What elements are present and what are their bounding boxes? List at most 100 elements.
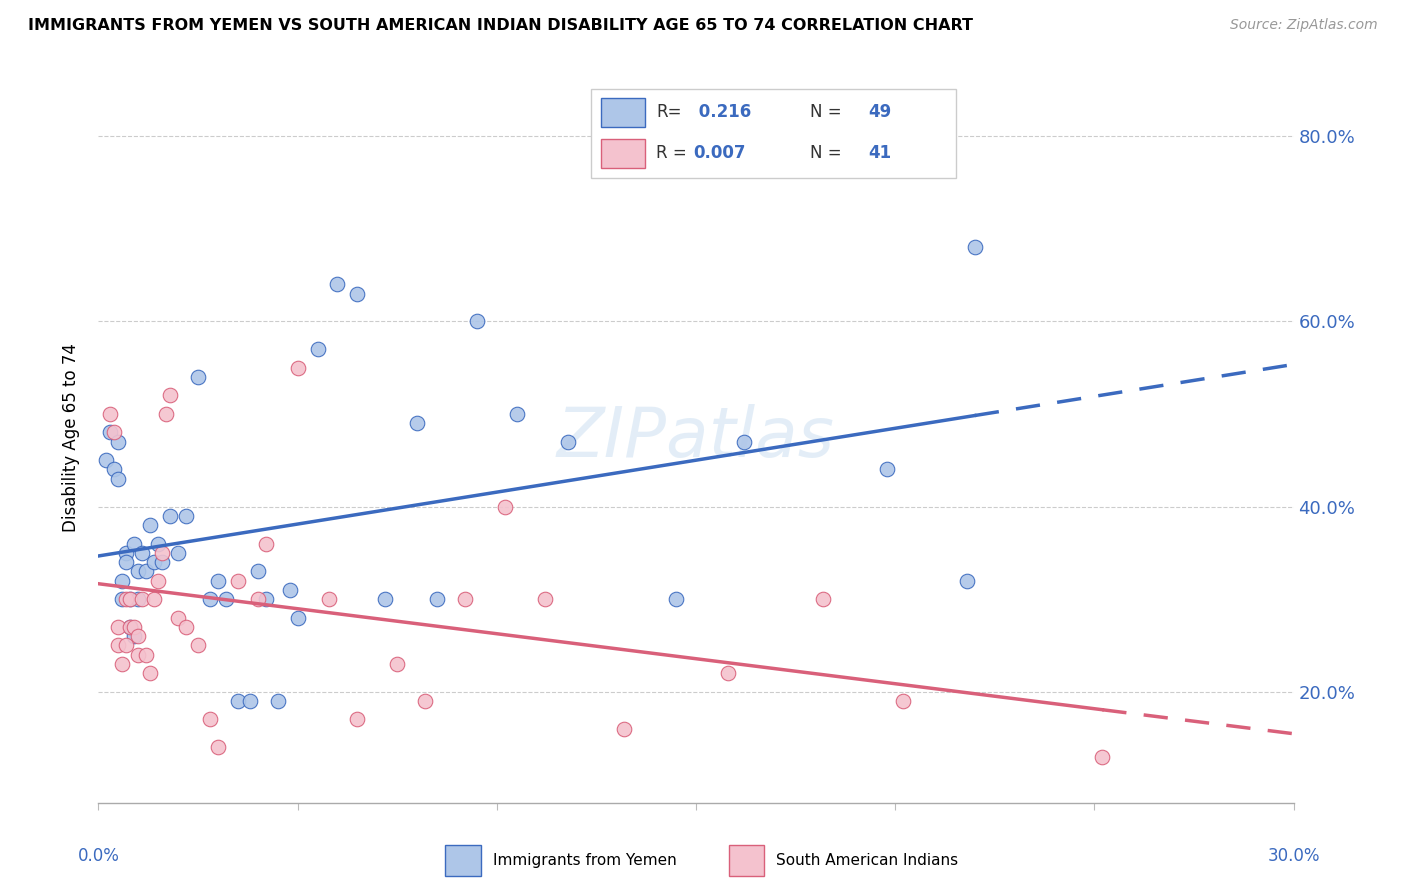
Point xyxy=(174,620,197,634)
Text: IMMIGRANTS FROM YEMEN VS SOUTH AMERICAN INDIAN DISABILITY AGE 65 TO 74 CORRELATI: IMMIGRANTS FROM YEMEN VS SOUTH AMERICAN … xyxy=(28,18,973,33)
Point xyxy=(120,620,142,634)
Point xyxy=(120,592,142,607)
Text: N =: N = xyxy=(810,145,841,162)
Text: 49: 49 xyxy=(869,103,891,121)
Point xyxy=(103,425,125,440)
Point xyxy=(120,620,142,634)
Point xyxy=(115,546,138,560)
Point xyxy=(127,629,149,643)
Point xyxy=(198,713,221,727)
Point xyxy=(139,518,162,533)
Point xyxy=(254,536,277,550)
Point xyxy=(891,694,914,708)
Point xyxy=(326,277,349,292)
Point xyxy=(187,639,209,653)
Point xyxy=(813,592,835,607)
Point xyxy=(318,592,340,607)
Point xyxy=(346,713,368,727)
Point xyxy=(111,574,134,588)
Point xyxy=(167,610,190,624)
Text: 0.0%: 0.0% xyxy=(77,847,120,864)
Text: ZIPatlas: ZIPatlas xyxy=(557,403,835,471)
Point xyxy=(307,342,329,356)
Point xyxy=(107,639,129,653)
Point xyxy=(557,434,579,449)
Point xyxy=(115,555,138,569)
Point xyxy=(107,472,129,486)
Point xyxy=(426,592,449,607)
Point xyxy=(215,592,238,607)
Point xyxy=(139,666,162,681)
Point xyxy=(198,592,221,607)
Text: R =: R = xyxy=(657,145,688,162)
Point xyxy=(135,565,157,579)
Point xyxy=(124,620,146,634)
Point xyxy=(167,546,190,560)
Point xyxy=(613,722,636,736)
Point xyxy=(717,666,740,681)
Point xyxy=(150,555,173,569)
Point xyxy=(159,508,181,523)
Point xyxy=(143,592,166,607)
Point xyxy=(174,508,197,523)
Point xyxy=(374,592,396,607)
Point xyxy=(155,407,177,421)
Point xyxy=(115,639,138,653)
Text: 30.0%: 30.0% xyxy=(1267,847,1320,864)
Point xyxy=(131,546,153,560)
Point xyxy=(963,240,986,254)
FancyBboxPatch shape xyxy=(602,98,645,127)
Point xyxy=(267,694,290,708)
Point xyxy=(127,648,149,662)
Point xyxy=(98,425,122,440)
Point xyxy=(143,555,166,569)
Point xyxy=(103,462,125,476)
Point xyxy=(533,592,555,607)
Y-axis label: Disability Age 65 to 74: Disability Age 65 to 74 xyxy=(62,343,80,532)
Point xyxy=(385,657,409,671)
Point xyxy=(159,388,181,402)
Point xyxy=(150,546,173,560)
Point xyxy=(135,648,157,662)
Point xyxy=(207,574,229,588)
Point xyxy=(127,592,149,607)
Text: 0.007: 0.007 xyxy=(693,145,745,162)
Text: Source: ZipAtlas.com: Source: ZipAtlas.com xyxy=(1230,18,1378,32)
Point xyxy=(346,286,368,301)
Point xyxy=(111,657,134,671)
Point xyxy=(413,694,436,708)
Point xyxy=(465,314,488,328)
Point xyxy=(454,592,477,607)
Point xyxy=(148,574,170,588)
Point xyxy=(278,582,301,597)
Point xyxy=(124,629,146,643)
Point xyxy=(506,407,529,421)
Text: N =: N = xyxy=(810,103,841,121)
Point xyxy=(115,592,138,607)
FancyBboxPatch shape xyxy=(602,139,645,168)
Point xyxy=(96,453,118,467)
FancyBboxPatch shape xyxy=(591,89,956,178)
Point xyxy=(131,592,153,607)
FancyBboxPatch shape xyxy=(446,846,481,876)
Point xyxy=(127,565,149,579)
Text: 0.216: 0.216 xyxy=(693,103,751,121)
Text: Immigrants from Yemen: Immigrants from Yemen xyxy=(492,854,676,868)
Point xyxy=(246,592,269,607)
Point xyxy=(494,500,516,514)
Point xyxy=(665,592,688,607)
Point xyxy=(226,694,249,708)
Point xyxy=(120,592,142,607)
Point xyxy=(107,434,129,449)
Point xyxy=(287,610,309,624)
Point xyxy=(111,592,134,607)
Point xyxy=(733,434,755,449)
Text: 41: 41 xyxy=(869,145,891,162)
Point xyxy=(107,620,129,634)
Point xyxy=(207,740,229,755)
Point xyxy=(287,360,309,375)
Point xyxy=(1091,749,1114,764)
Point xyxy=(148,536,170,550)
Text: R=: R= xyxy=(657,103,682,121)
Point xyxy=(956,574,979,588)
